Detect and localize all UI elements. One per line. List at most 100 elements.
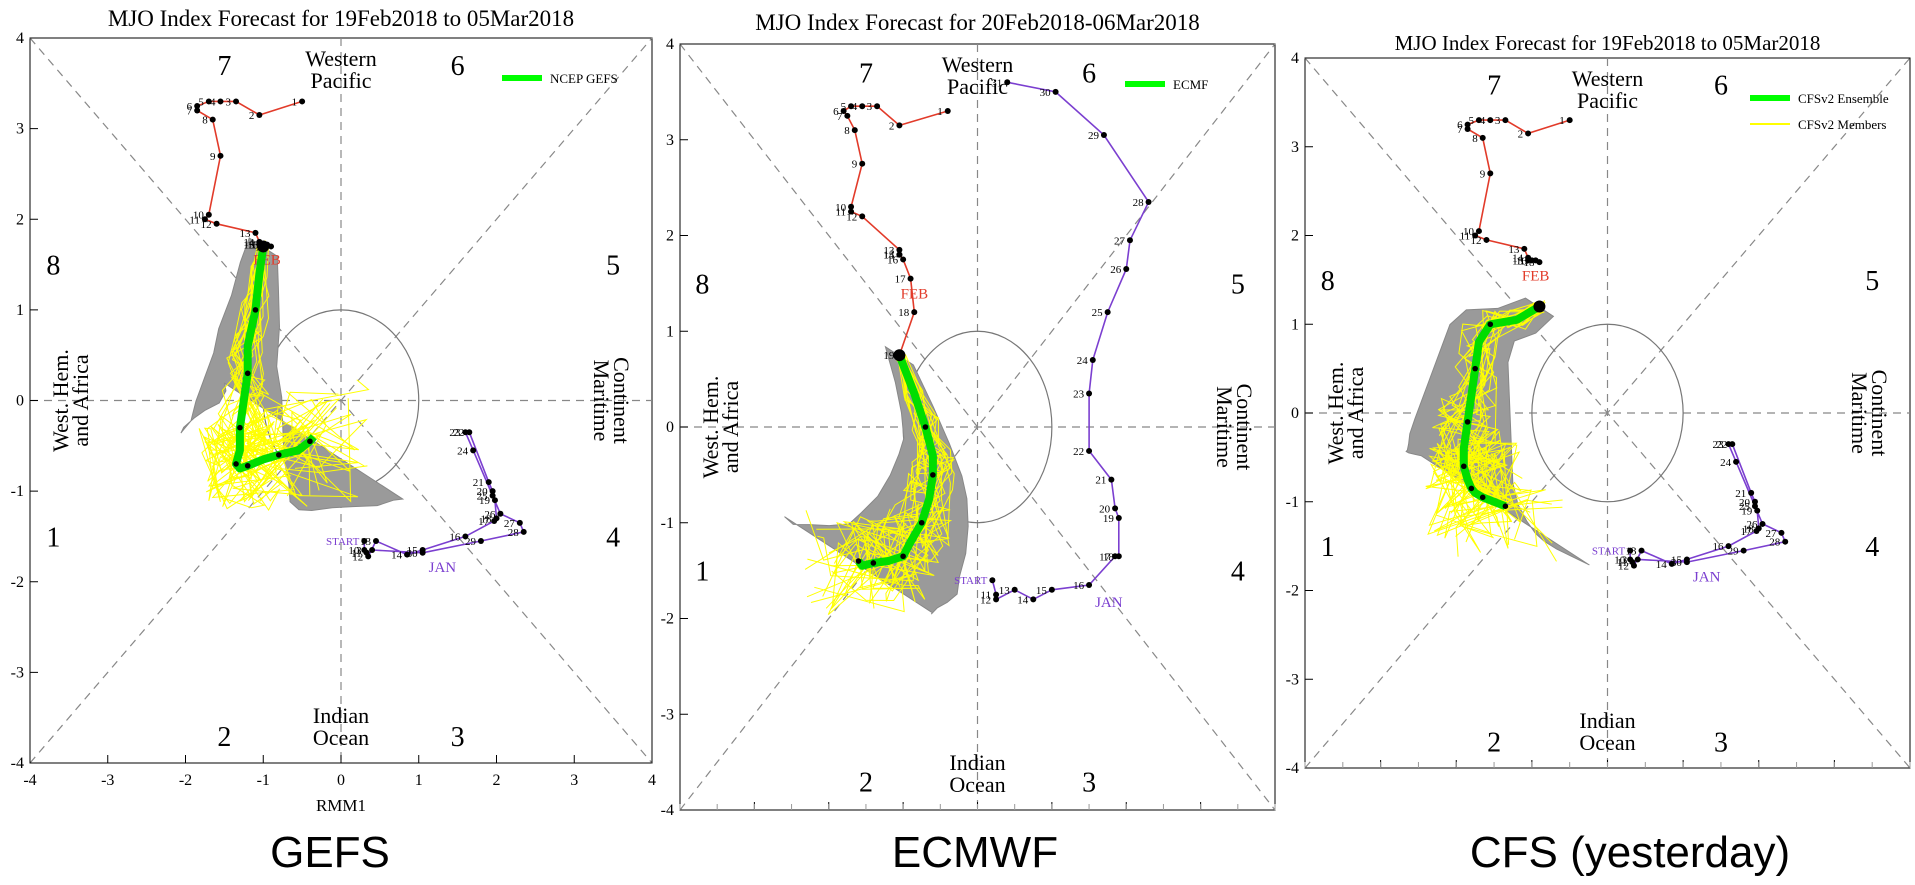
region-label-left: and Africa	[718, 381, 743, 473]
observed-feb-point	[911, 309, 918, 316]
observed-day-label: 12	[980, 594, 991, 606]
phase-label-8: 8	[1321, 266, 1335, 297]
phase-label-5: 5	[1865, 266, 1879, 297]
chart-title: MJO Index Forecast for 19Feb2018 to 05Ma…	[1395, 31, 1821, 55]
forecast-spread-shading	[180, 237, 405, 512]
y-tick-label: -4	[661, 802, 674, 819]
observed-day-label: 17	[1740, 526, 1752, 538]
observed-jan-point	[1733, 458, 1740, 465]
observed-day-label: 31	[991, 77, 1002, 89]
phase-label-3: 3	[451, 722, 465, 753]
region-label-top: Pacific	[947, 74, 1008, 99]
region-label-bottom: Indian	[1579, 708, 1635, 733]
phase-label-3: 3	[1082, 767, 1096, 798]
phase-label-6: 6	[1714, 71, 1728, 102]
y-tick-label: -3	[11, 664, 24, 681]
y-tick-label: 0	[666, 419, 674, 436]
phase-label-5: 5	[1231, 269, 1245, 300]
y-tick-label: 0	[16, 393, 24, 410]
observed-feb-point	[1464, 121, 1471, 128]
observed-day-label: 15	[1512, 255, 1524, 267]
forecast-start-point	[257, 240, 270, 253]
observed-day-label: 5	[1468, 115, 1474, 127]
y-tick-label: -2	[661, 611, 674, 628]
phase-label-1: 1	[46, 522, 60, 553]
forecast-start-point	[1533, 300, 1546, 313]
region-label-left: West. Hem.	[698, 376, 723, 479]
observed-day-label: 3	[867, 101, 873, 113]
observed-day-label: 8	[202, 115, 208, 127]
observed-feb-point	[1487, 170, 1494, 177]
observed-day-label: 12	[846, 211, 857, 223]
observed-feb-point	[900, 256, 907, 263]
observed-jan-point	[1748, 489, 1755, 496]
observed-day-label: 5	[198, 96, 204, 108]
observed-jan-point	[1100, 131, 1107, 138]
observed-day-label: 11	[1617, 557, 1628, 569]
ensemble-mean-point	[1487, 321, 1494, 328]
observed-jan-point	[1086, 581, 1093, 588]
observed-feb-point	[896, 251, 903, 258]
observed-jan-point	[1754, 507, 1761, 514]
region-label-bottom: Ocean	[1579, 730, 1635, 755]
observed-jan-point	[491, 497, 498, 504]
y-tick-label: -3	[1286, 671, 1299, 688]
observed-day-label: 12	[1618, 561, 1629, 573]
observed-day-label: 10	[835, 202, 847, 214]
observed-jan-point	[1115, 553, 1122, 560]
observed-feb-point	[848, 208, 855, 215]
caption-gefs: GEFS	[270, 828, 390, 877]
observed-feb-point	[840, 108, 847, 115]
observed-day-label: 19	[1741, 506, 1753, 518]
observed-day-label: 11	[981, 590, 992, 602]
phase-label-6: 6	[1082, 59, 1096, 90]
month-label-jan: JAN	[1095, 595, 1123, 611]
region-label-top: Western	[942, 52, 1014, 77]
observed-day-label: 18	[898, 307, 910, 319]
chart-title: MJO Index Forecast for 19Feb2018 to 05Ma…	[108, 6, 574, 31]
observed-day-label: 22	[1073, 446, 1084, 458]
y-tick-label: 1	[16, 302, 24, 319]
observed-day-label: 18	[1523, 257, 1535, 269]
observed-day-label: 24	[1720, 457, 1732, 469]
ensemble-member-line	[1427, 309, 1545, 537]
observed-day-label: 17	[478, 516, 490, 528]
observed-day-label: 13	[1508, 244, 1520, 256]
observed-day-label: 6	[1457, 120, 1463, 132]
month-label-jan: JAN	[429, 560, 457, 576]
observed-day-label: 11	[835, 207, 846, 219]
y-tick-label: 0	[1291, 405, 1299, 422]
observed-day-label: 19	[1103, 513, 1115, 525]
observed-jan-line	[991, 81, 1150, 601]
observed-day-label: 4	[852, 101, 858, 113]
ensemble-member-line	[212, 241, 356, 509]
region-label-right: Maritime	[1847, 372, 1872, 454]
observed-feb-point	[1502, 117, 1509, 124]
observed-feb-point	[217, 98, 224, 105]
observed-jan-point	[1011, 586, 1018, 593]
phase-divider-line	[679, 43, 1276, 811]
observed-day-label: 26	[484, 509, 496, 521]
ensemble-mean-line	[1459, 303, 1542, 510]
observed-jan-point	[1086, 390, 1093, 397]
phase-label-8: 8	[695, 269, 709, 300]
observed-day-label: 14	[883, 250, 895, 262]
observed-day-label: 13	[883, 245, 895, 257]
observed-feb-point	[201, 216, 208, 223]
observed-day-label: 24	[1077, 355, 1089, 367]
y-tick-label: 1	[666, 323, 674, 340]
region-label-right: Continent	[1232, 384, 1257, 471]
observed-jan-point	[493, 515, 500, 522]
region-label-top: Pacific	[310, 68, 371, 93]
observed-day-label: 14	[1656, 559, 1668, 571]
observed-feb-point	[194, 107, 201, 114]
region-label-right: Continent	[609, 357, 634, 444]
month-label-jan: JAN	[1693, 569, 1721, 585]
region-label-right: Continent	[1867, 370, 1892, 457]
observed-day-label: START	[954, 575, 988, 587]
ensemble-mean-point	[1468, 485, 1475, 492]
y-tick-label: 4	[666, 36, 674, 53]
phase-label-1: 1	[695, 557, 709, 588]
observed-day-label: 27	[1765, 528, 1777, 540]
observed-day-label: 3	[1495, 115, 1501, 127]
